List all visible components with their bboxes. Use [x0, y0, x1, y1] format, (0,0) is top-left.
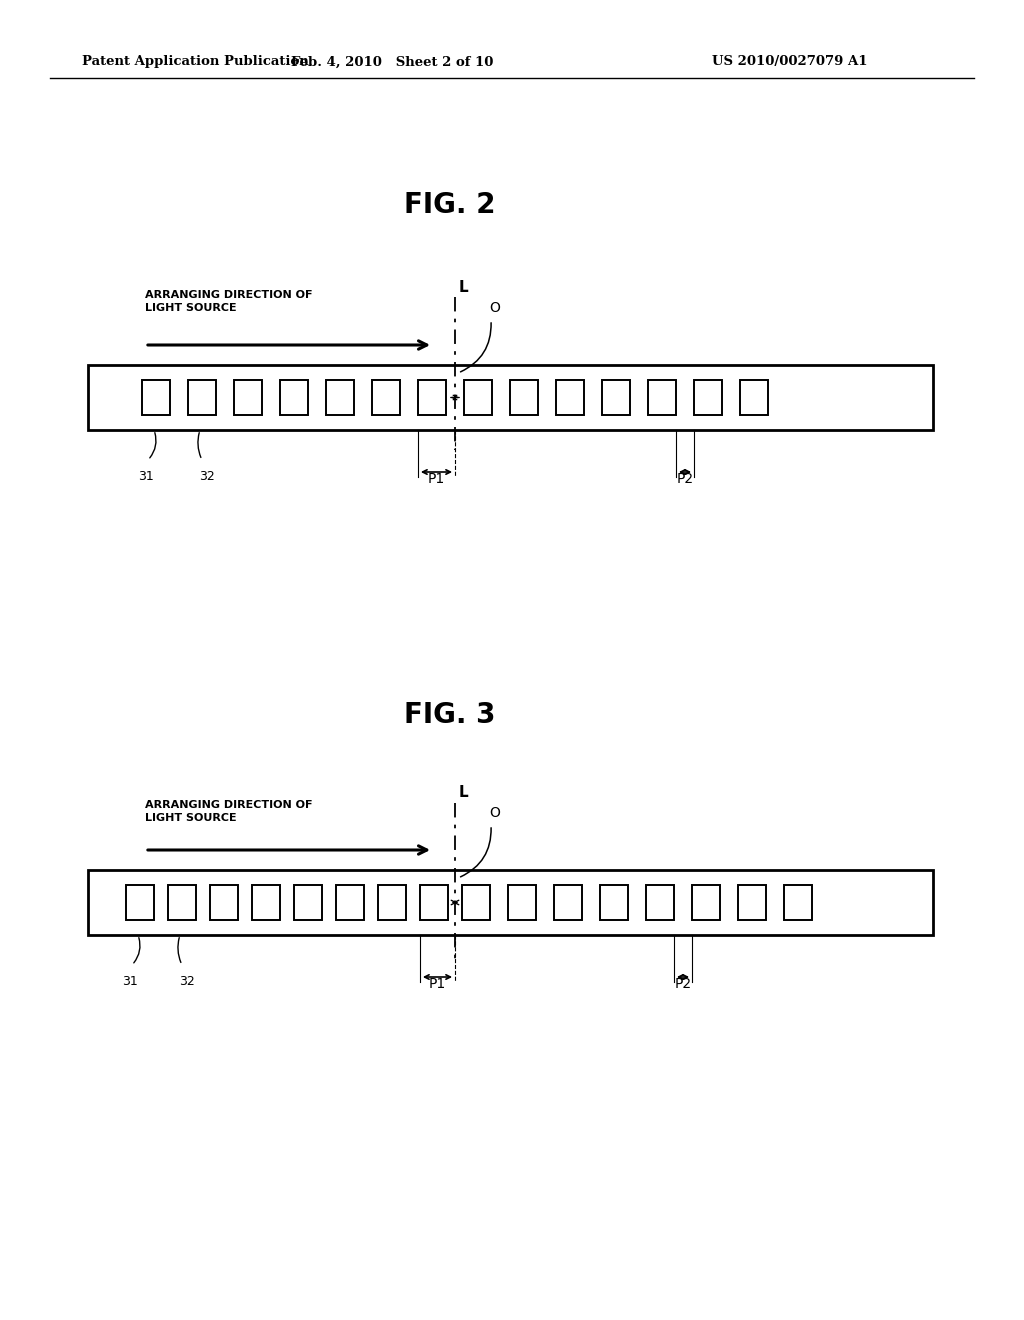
Bar [602, 380, 630, 414]
Text: 31: 31 [122, 975, 138, 987]
Bar [554, 884, 582, 920]
Bar [738, 884, 766, 920]
Bar [280, 380, 308, 414]
Text: O: O [489, 301, 500, 315]
Text: 32: 32 [179, 975, 195, 987]
Bar [326, 380, 354, 414]
Text: P1: P1 [428, 473, 445, 486]
Text: P1: P1 [429, 977, 446, 991]
Bar [188, 380, 216, 414]
Bar [294, 884, 322, 920]
Bar [740, 380, 768, 414]
Text: LIGHT SOURCE: LIGHT SOURCE [145, 813, 237, 822]
Bar [372, 380, 400, 414]
Bar [694, 380, 722, 414]
Bar [88, 870, 933, 935]
Bar [336, 884, 364, 920]
Text: P2: P2 [675, 977, 691, 991]
Bar [252, 884, 280, 920]
Text: US 2010/0027079 A1: US 2010/0027079 A1 [713, 55, 867, 69]
Bar [462, 884, 490, 920]
Bar [646, 884, 674, 920]
Text: FIG. 3: FIG. 3 [404, 701, 496, 729]
Text: Patent Application Publication: Patent Application Publication [82, 55, 309, 69]
Bar [126, 884, 154, 920]
Text: ARRANGING DIRECTION OF: ARRANGING DIRECTION OF [145, 800, 312, 810]
Text: L: L [459, 785, 469, 800]
Bar [210, 884, 238, 920]
Bar [418, 380, 446, 414]
Text: Feb. 4, 2010   Sheet 2 of 10: Feb. 4, 2010 Sheet 2 of 10 [291, 55, 494, 69]
Text: FIG. 2: FIG. 2 [404, 191, 496, 219]
Bar [692, 884, 720, 920]
Text: L: L [459, 280, 469, 294]
Text: 32: 32 [199, 470, 215, 483]
Bar [168, 884, 196, 920]
Text: 31: 31 [138, 470, 154, 483]
Bar [784, 884, 812, 920]
Bar [378, 884, 406, 920]
Bar [464, 380, 492, 414]
Text: ARRANGING DIRECTION OF: ARRANGING DIRECTION OF [145, 290, 312, 300]
Text: P2: P2 [677, 473, 693, 486]
Bar [142, 380, 170, 414]
Text: O: O [489, 807, 500, 820]
Text: LIGHT SOURCE: LIGHT SOURCE [145, 304, 237, 313]
Bar [600, 884, 628, 920]
Bar [88, 366, 933, 430]
Bar [234, 380, 262, 414]
Bar [648, 380, 676, 414]
Bar [510, 380, 538, 414]
Bar [556, 380, 584, 414]
Bar [508, 884, 536, 920]
Bar [420, 884, 449, 920]
